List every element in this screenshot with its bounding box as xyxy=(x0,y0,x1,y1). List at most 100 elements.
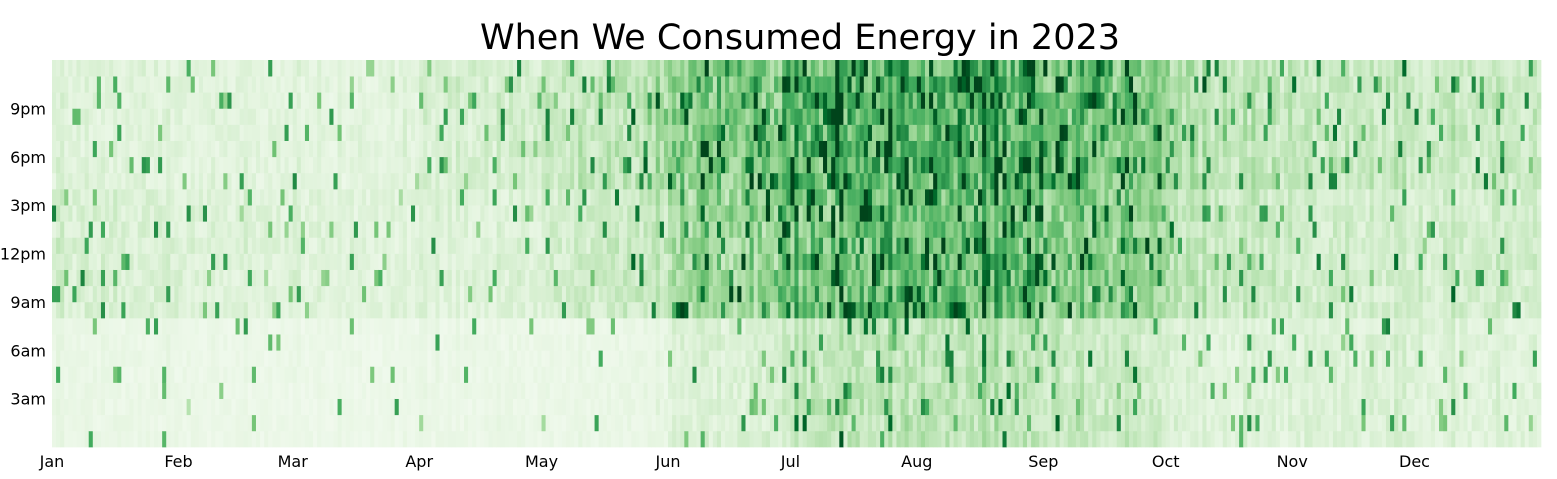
heatmap-cell xyxy=(431,92,436,109)
heatmap-cell xyxy=(162,414,167,432)
heatmap-cell xyxy=(431,108,436,125)
heatmap-cell xyxy=(219,156,224,174)
heatmap-cell xyxy=(92,221,98,238)
heatmap-cell xyxy=(402,366,408,383)
heatmap-cell xyxy=(574,301,579,319)
heatmap-cell xyxy=(202,382,208,399)
heatmap-cell xyxy=(280,189,285,206)
heatmap-cell xyxy=(541,285,546,303)
heatmap-cell xyxy=(769,334,775,351)
heatmap-cell xyxy=(859,285,865,303)
heatmap-cell xyxy=(512,124,518,141)
heatmap-cell xyxy=(692,205,697,222)
heatmap-cell xyxy=(341,140,347,158)
heatmap-cell xyxy=(749,382,755,399)
heatmap-cell xyxy=(631,92,636,109)
heatmap-cell xyxy=(333,366,338,383)
heatmap-cell xyxy=(362,172,367,190)
heatmap-cell xyxy=(329,156,334,174)
heatmap-cell xyxy=(219,253,224,270)
heatmap-cell xyxy=(325,366,330,383)
heatmap-cell xyxy=(545,124,551,141)
heatmap-cell xyxy=(594,253,599,270)
heatmap-cell xyxy=(651,285,657,303)
heatmap-cell xyxy=(871,172,877,190)
heatmap-cell xyxy=(100,414,106,432)
heatmap-cell xyxy=(288,237,294,254)
heatmap-cell xyxy=(211,124,216,141)
heatmap-cell xyxy=(557,253,563,270)
heatmap-cell xyxy=(553,189,559,206)
heatmap-cell xyxy=(867,285,873,303)
heatmap-cell xyxy=(207,382,212,399)
heatmap-cell xyxy=(166,124,171,141)
heatmap-cell xyxy=(304,269,310,287)
heatmap-cell xyxy=(521,205,526,222)
heatmap-cell xyxy=(141,285,147,303)
heatmap-cell xyxy=(876,414,881,432)
heatmap-cell xyxy=(635,76,640,93)
heatmap-cell xyxy=(786,334,791,351)
heatmap-cell xyxy=(888,108,893,125)
heatmap-cell xyxy=(855,350,861,367)
heatmap-cell xyxy=(676,366,681,383)
heatmap-cell xyxy=(100,92,106,109)
heatmap-cell xyxy=(215,156,220,174)
heatmap-cell xyxy=(268,318,273,335)
heatmap-cell xyxy=(847,205,852,222)
heatmap-cell xyxy=(239,430,245,448)
heatmap-cell xyxy=(117,269,122,287)
heatmap-cell xyxy=(590,318,595,335)
heatmap-cell xyxy=(749,156,755,174)
heatmap-cell xyxy=(362,382,367,399)
heatmap-cell xyxy=(598,205,604,222)
heatmap-cell xyxy=(88,366,94,383)
heatmap-cell xyxy=(676,92,681,109)
heatmap-cell xyxy=(370,156,375,174)
heatmap-cell xyxy=(235,414,241,432)
heatmap-cell xyxy=(239,156,245,174)
heatmap-cell xyxy=(76,350,81,367)
heatmap-cell xyxy=(843,205,848,222)
heatmap-cell xyxy=(215,366,220,383)
heatmap-cell xyxy=(806,172,812,190)
heatmap-cell xyxy=(590,156,595,174)
heatmap-cell xyxy=(137,156,143,174)
heatmap-cell xyxy=(378,237,383,254)
heatmap-cell xyxy=(867,398,873,416)
heatmap-cell xyxy=(896,76,901,93)
heatmap-cell xyxy=(598,285,604,303)
heatmap-cell xyxy=(435,301,440,319)
heatmap-cell xyxy=(276,92,281,109)
heatmap-cell xyxy=(806,124,812,141)
heatmap-cell xyxy=(133,189,139,206)
heatmap-cell xyxy=(427,237,432,254)
heatmap-cell xyxy=(255,60,261,77)
heatmap-cell xyxy=(207,156,212,174)
heatmap-cell xyxy=(447,334,453,351)
heatmap-cell xyxy=(814,60,820,77)
heatmap-cell xyxy=(464,301,469,319)
heatmap-cell xyxy=(614,124,620,141)
heatmap-cell xyxy=(276,140,281,158)
heatmap-cell xyxy=(415,253,420,270)
heatmap-cell xyxy=(533,382,538,399)
heatmap-cell xyxy=(231,398,236,416)
heatmap-cell xyxy=(570,318,575,335)
heatmap-cell xyxy=(353,172,359,190)
heatmap-cell xyxy=(235,334,241,351)
heatmap-cell xyxy=(382,140,387,158)
heatmap-cell xyxy=(443,269,449,287)
heatmap-cell xyxy=(696,140,701,158)
heatmap-cell xyxy=(415,205,420,222)
heatmap-cell xyxy=(162,237,167,254)
heatmap-cell xyxy=(680,318,685,335)
heatmap-cell xyxy=(525,350,530,367)
heatmap-cell xyxy=(737,92,742,109)
heatmap-cell xyxy=(676,318,681,335)
heatmap-cell xyxy=(255,285,261,303)
heatmap-cell xyxy=(296,350,302,367)
heatmap-cell xyxy=(533,124,538,141)
heatmap-cell xyxy=(708,269,714,287)
heatmap-cell xyxy=(610,60,616,77)
